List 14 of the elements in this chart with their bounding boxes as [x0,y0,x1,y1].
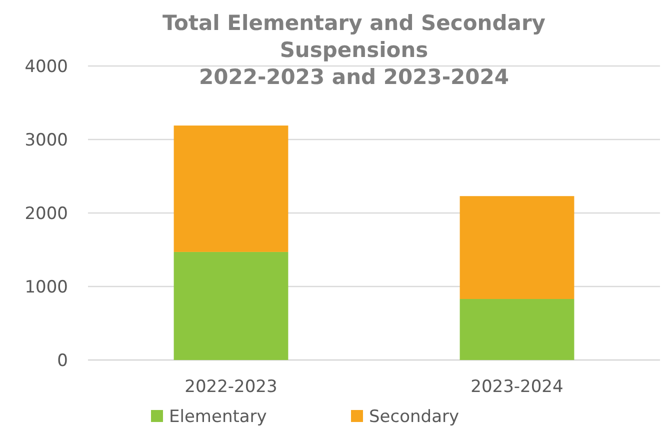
x-tick-label: 2022-2023 [184,377,278,397]
bar [174,126,288,252]
y-tick-label: 0 [57,350,68,371]
legend-label: Elementary [169,406,267,427]
y-tick-label: 1000 [24,277,68,298]
y-tick-label: 4000 [24,56,68,77]
y-tick-label: 3000 [24,130,68,150]
bar [174,252,288,360]
y-tick-label: 2000 [24,204,68,224]
x-tick-label: 2023-2024 [470,377,564,397]
bar [460,196,574,299]
bar [460,298,574,360]
chart-title: Total Elementary and Secondary Suspensions 2022-2023 and 2023-2024 [162,11,546,89]
legend-label: Secondary [369,406,460,427]
